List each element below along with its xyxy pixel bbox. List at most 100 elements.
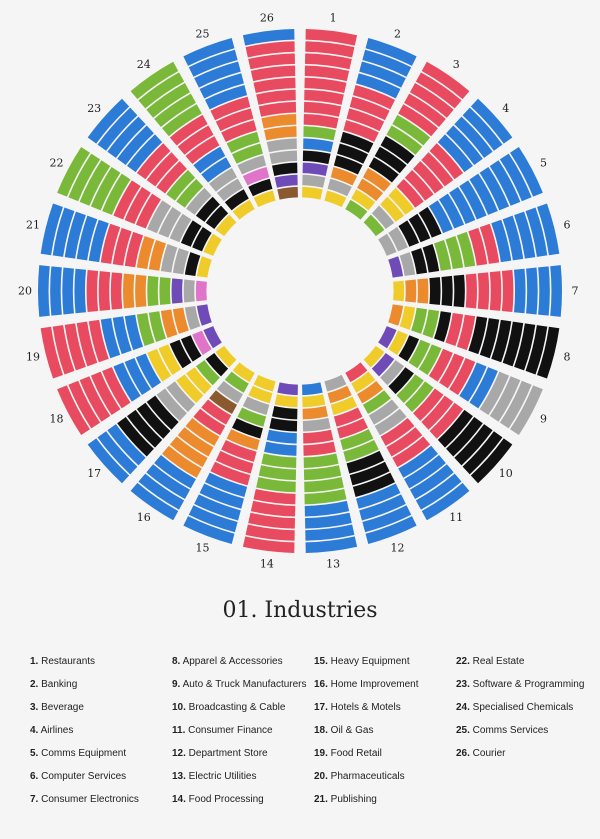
ring-band	[352, 84, 395, 110]
sector-13	[302, 382, 358, 553]
ring-band	[209, 168, 238, 192]
ring-band	[258, 465, 297, 481]
ring-band	[127, 409, 163, 448]
ring-band	[242, 396, 270, 415]
ring-band	[413, 388, 444, 421]
ring-band	[160, 244, 178, 273]
legend-number: 11.	[172, 725, 186, 736]
ring-band	[148, 240, 166, 271]
legend-item: 15. Heavy Equipment	[314, 650, 456, 673]
sector-5	[378, 146, 543, 256]
ring-band	[303, 114, 339, 129]
ring-band	[100, 318, 121, 359]
ring-band	[489, 376, 521, 422]
sector-12	[324, 374, 417, 544]
ring-band	[176, 178, 204, 208]
ring-band	[253, 489, 296, 505]
ring-band	[277, 186, 298, 200]
ring-band	[368, 157, 399, 183]
ring-band	[446, 125, 483, 165]
ring-band	[380, 196, 405, 222]
ring-band	[88, 319, 109, 363]
legend-label: Airlines	[38, 725, 74, 736]
ring-band	[489, 160, 521, 206]
ring-band	[237, 407, 267, 427]
legend-number: 8.	[172, 656, 181, 667]
ring-band	[124, 187, 151, 225]
ring-band	[154, 93, 196, 127]
ring-band	[502, 215, 524, 261]
sector-label: 2	[394, 27, 401, 40]
sector-label: 24	[137, 58, 151, 71]
ring-band	[362, 505, 412, 533]
legend-label: Oil & Gas	[327, 725, 374, 736]
ring-band	[199, 73, 244, 99]
sector-14	[242, 382, 298, 553]
ring-band	[253, 77, 296, 93]
ring-band	[102, 173, 131, 215]
ring-band	[303, 465, 342, 481]
legend-label: Comms Equipment	[38, 748, 127, 759]
sector-label: 20	[18, 285, 32, 298]
sector-label: 23	[87, 102, 101, 115]
ring-band	[550, 265, 562, 317]
ring-band	[462, 431, 503, 475]
ring-band	[349, 96, 390, 121]
ring-band	[303, 441, 336, 456]
sector-label: 1	[330, 12, 337, 25]
ring-band	[303, 126, 336, 141]
ring-band	[205, 84, 248, 110]
ring-band	[136, 235, 155, 270]
ring-band	[112, 227, 132, 266]
ring-band	[305, 53, 352, 70]
ring-band	[399, 252, 416, 276]
ring-band	[226, 429, 260, 451]
sector-11	[345, 362, 470, 521]
sector-26	[242, 29, 298, 200]
sector-23	[87, 98, 237, 237]
ring-band	[269, 150, 298, 165]
legend-label: Pharmaceuticals	[327, 771, 405, 782]
sector-7	[393, 265, 562, 317]
ring-band	[388, 227, 408, 252]
ring-band	[456, 314, 476, 351]
legend-item: 10. Broadcasting & Cable	[172, 696, 314, 719]
ring-band	[272, 162, 298, 176]
ring-band	[396, 374, 424, 404]
legend-item: 23. Software & Programming	[456, 673, 590, 696]
ring-band	[346, 450, 385, 474]
ring-band	[169, 114, 208, 146]
sector-label: 8	[564, 350, 571, 363]
ring-band	[183, 38, 235, 66]
ring-band	[346, 108, 385, 132]
ring-band	[303, 453, 339, 468]
ring-band	[337, 143, 368, 164]
legend-number: 24.	[456, 702, 470, 713]
sector-19	[40, 304, 212, 379]
industries-radial-chart: 1234567891011121314151617181920212223242…	[18, 12, 579, 571]
ring-band	[68, 380, 101, 429]
ring-band	[199, 483, 244, 509]
ring-band	[415, 473, 462, 510]
ring-band	[166, 381, 196, 412]
ring-band	[499, 153, 532, 202]
ring-band	[380, 136, 415, 165]
ring-band	[253, 190, 276, 208]
ring-band	[232, 143, 263, 164]
ring-band	[107, 116, 146, 158]
ring-band	[146, 83, 191, 118]
ring-band	[146, 464, 191, 499]
ring-band	[180, 220, 202, 247]
page-title: 01. Industries	[222, 598, 378, 623]
legend-number: 12.	[172, 748, 186, 759]
sector-label: 16	[137, 511, 151, 524]
ring-band	[418, 344, 442, 375]
legend-label: Auto & Truck Manufacturers	[180, 679, 307, 690]
ring-band	[434, 240, 452, 271]
ring-band	[514, 211, 536, 259]
ring-band	[185, 136, 220, 165]
ring-band	[429, 277, 441, 305]
sector-15	[183, 374, 276, 544]
ring-band	[428, 348, 453, 382]
ring-band	[324, 190, 347, 208]
